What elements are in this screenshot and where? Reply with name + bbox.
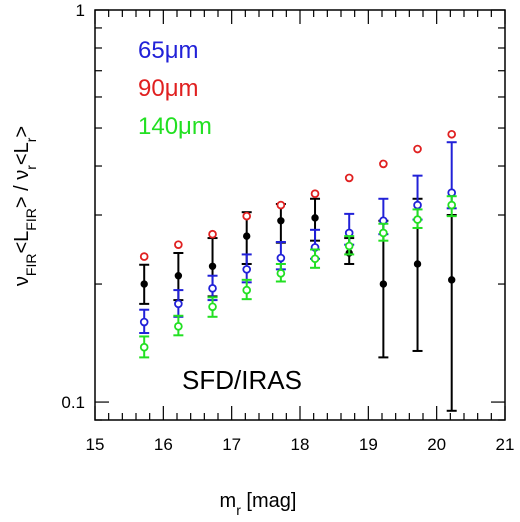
data-point <box>277 217 285 225</box>
y-tick-label: 1 <box>76 1 85 20</box>
data-point <box>379 228 388 238</box>
plot-frame-rect <box>94 9 506 421</box>
legend-entry-2: 140μm <box>138 113 212 140</box>
data-point <box>447 200 457 210</box>
data-marks <box>139 129 457 412</box>
data-point <box>208 262 217 270</box>
plot-frame <box>94 9 506 421</box>
x-tick-label: 17 <box>222 435 241 454</box>
data-point <box>276 253 286 263</box>
x-tick-label: 15 <box>86 435 105 454</box>
x-tick-label: 19 <box>359 435 378 454</box>
data-point <box>344 241 354 251</box>
x-tick-label: 18 <box>291 435 310 454</box>
data-point <box>413 144 422 154</box>
data-point <box>379 159 388 169</box>
x-tick-label: 20 <box>427 435 446 454</box>
data-point <box>174 299 183 309</box>
data-point <box>208 284 217 293</box>
annotation: SFD/IRAS <box>182 365 302 395</box>
data-point <box>139 317 149 327</box>
legend: 65μm 90μm 140μm <box>138 37 212 140</box>
x-tick-label: 16 <box>154 435 173 454</box>
data-point <box>242 265 252 274</box>
data-point <box>208 229 217 239</box>
legend-entry-0: 65μm <box>138 37 199 64</box>
data-point <box>174 322 183 331</box>
x-axis-label: mr [mag] <box>220 490 297 518</box>
data-point <box>413 260 422 268</box>
data-point <box>448 276 456 284</box>
data-point <box>447 129 457 139</box>
y-axis: 0.11 <box>61 1 505 421</box>
data-point <box>242 211 252 221</box>
data-point <box>242 285 252 295</box>
y-tick-label: 0.1 <box>61 393 85 412</box>
data-point <box>174 272 183 280</box>
x-axis: 15 16 17 18 19 20 21 <box>86 10 515 454</box>
series-2 <box>139 129 457 261</box>
data-point <box>310 254 320 264</box>
y-axis-label: νFIR<LFIR> / νr<Lr> <box>11 126 39 286</box>
data-point <box>311 214 319 222</box>
data-point <box>310 189 320 198</box>
data-point <box>243 232 251 240</box>
data-point <box>139 252 149 261</box>
data-point <box>208 302 217 312</box>
legend-entry-1: 90μm <box>138 75 199 102</box>
data-point <box>139 342 149 352</box>
data-point <box>174 240 183 249</box>
data-point <box>413 215 422 224</box>
data-point <box>140 280 148 288</box>
data-point <box>276 200 286 210</box>
series-3 <box>139 195 457 359</box>
data-point <box>379 280 388 288</box>
x-tick-label: 21 <box>496 435 515 454</box>
data-point <box>413 200 422 210</box>
series-1 <box>139 141 457 335</box>
data-point <box>344 173 354 183</box>
data-point <box>447 188 457 197</box>
data-point <box>276 269 286 278</box>
